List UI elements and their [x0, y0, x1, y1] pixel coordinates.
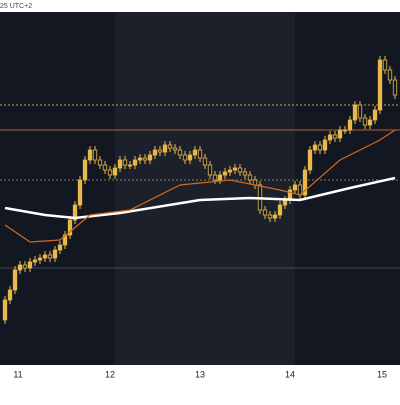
candle-body	[162, 144, 168, 153]
candle-body	[97, 159, 103, 166]
candle-body	[367, 119, 373, 126]
candle-body	[222, 171, 228, 176]
candle-body	[197, 149, 203, 159]
candle-body	[172, 147, 178, 151]
candle-body	[72, 204, 78, 221]
candle-body	[362, 117, 368, 126]
x-tick-label: 11	[13, 369, 22, 379]
candle-body	[167, 144, 173, 149]
candle-body	[237, 167, 243, 173]
session-band	[115, 12, 295, 365]
candle-body	[87, 149, 93, 161]
candle-body	[302, 169, 308, 196]
candle-body	[392, 79, 398, 96]
candle-body	[7, 289, 13, 301]
candle-body	[142, 157, 148, 161]
candle-body	[357, 104, 363, 119]
candle-body	[212, 174, 218, 181]
candle-body	[182, 154, 188, 161]
candle-body	[117, 159, 123, 169]
moving-average	[4, 129, 396, 243]
candle-body	[327, 134, 333, 141]
candle-body	[92, 149, 98, 161]
plot-area	[0, 56, 400, 324]
candle-body	[207, 164, 213, 176]
x-tick-label: 14	[285, 369, 295, 379]
candle-body	[292, 184, 298, 191]
candle-body	[232, 167, 238, 171]
candle-body	[47, 254, 53, 259]
candle-body	[107, 169, 113, 176]
candle-body	[217, 174, 223, 181]
candle-body	[137, 157, 143, 161]
x-tick-label: 13	[195, 369, 205, 379]
candle-body	[17, 264, 23, 271]
moving-average	[4, 176, 396, 220]
candle-body	[242, 171, 248, 176]
candle-body	[52, 249, 58, 259]
candle-body	[102, 164, 108, 171]
candle-body	[352, 104, 358, 121]
candle-body	[122, 159, 128, 166]
candle-body	[57, 244, 63, 251]
candle-body	[312, 144, 318, 151]
candle-body	[347, 119, 353, 131]
candle-body	[37, 257, 43, 261]
candle-body	[147, 154, 153, 161]
candle-body	[77, 179, 83, 206]
candle-body	[227, 169, 233, 173]
candle-body	[127, 164, 133, 167]
candle-body	[187, 154, 193, 161]
candle-body	[2, 299, 8, 321]
candle-body	[317, 144, 323, 151]
candle-body	[67, 219, 73, 236]
candle-body	[27, 261, 33, 269]
candle-body	[157, 149, 163, 153]
candle-body	[262, 209, 268, 216]
candle-body	[277, 204, 283, 216]
candle-body	[22, 264, 28, 269]
candle-body	[177, 149, 183, 156]
candle-body	[82, 159, 88, 181]
candle-body	[282, 199, 288, 206]
candle-body	[12, 269, 18, 291]
candle-body	[332, 134, 338, 139]
x-tick-label: 12	[105, 369, 115, 379]
candle-body	[267, 214, 273, 219]
candle-body	[382, 59, 388, 71]
candle-body	[192, 149, 198, 156]
candle-body	[337, 129, 343, 139]
candle-body	[132, 159, 138, 166]
candle-body	[247, 174, 253, 181]
candle-body	[112, 167, 118, 176]
candle-body	[322, 139, 328, 151]
candle-body	[342, 129, 348, 132]
candle-body	[32, 259, 38, 263]
candle-body	[202, 157, 208, 166]
candle-body	[377, 59, 383, 111]
candle-body	[307, 149, 313, 171]
x-tick-label: 15	[377, 369, 387, 379]
candle-body	[272, 214, 278, 219]
candle-body	[372, 109, 378, 121]
candle-body	[42, 254, 48, 259]
candle-body	[62, 234, 68, 246]
candle-body	[387, 69, 393, 81]
annotation: 25 UTC+2	[0, 3, 32, 10]
candle-body	[152, 149, 158, 156]
